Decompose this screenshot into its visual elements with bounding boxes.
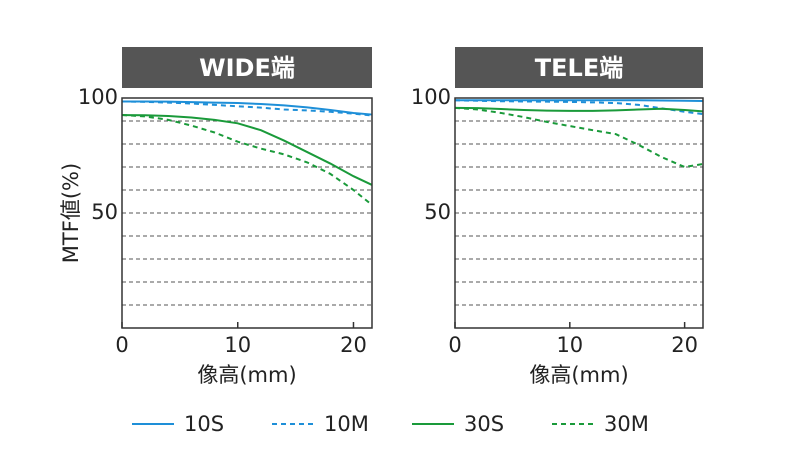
legend-label: 30S bbox=[464, 412, 504, 436]
series-line bbox=[122, 100, 373, 116]
series-line bbox=[454, 106, 704, 113]
y-axis-label: MTF値(%) bbox=[59, 163, 83, 263]
x-tick-label: 0 bbox=[448, 333, 461, 357]
plot-frame bbox=[121, 97, 373, 329]
y-tick-label: 50 bbox=[424, 200, 451, 224]
chart-title: TELE端 bbox=[535, 54, 623, 82]
x-axis-label: 像高(mm) bbox=[529, 363, 628, 387]
series-line bbox=[121, 100, 373, 117]
y-tick-label: 100 bbox=[411, 85, 451, 109]
legend-label: 10M bbox=[324, 412, 369, 436]
chart-title: WIDE端 bbox=[199, 54, 295, 82]
x-tick-label: 0 bbox=[115, 333, 128, 357]
x-axis-label: 像高(mm) bbox=[197, 363, 296, 387]
x-tick-label: 10 bbox=[224, 333, 251, 357]
series-line bbox=[121, 114, 373, 186]
x-tick-label: 10 bbox=[556, 333, 583, 357]
legend-label: 10S bbox=[184, 412, 224, 436]
legend-label: 30M bbox=[604, 412, 649, 436]
x-tick-label: 20 bbox=[671, 333, 698, 357]
y-tick-label: 50 bbox=[91, 200, 118, 224]
series-line bbox=[455, 99, 704, 102]
title-box bbox=[455, 47, 703, 88]
x-tick-label: 20 bbox=[340, 333, 367, 357]
title-box bbox=[122, 47, 372, 88]
series-line bbox=[454, 106, 704, 169]
plot-frame bbox=[454, 97, 704, 329]
series-line bbox=[121, 114, 373, 206]
y-tick-label: 100 bbox=[78, 85, 118, 109]
